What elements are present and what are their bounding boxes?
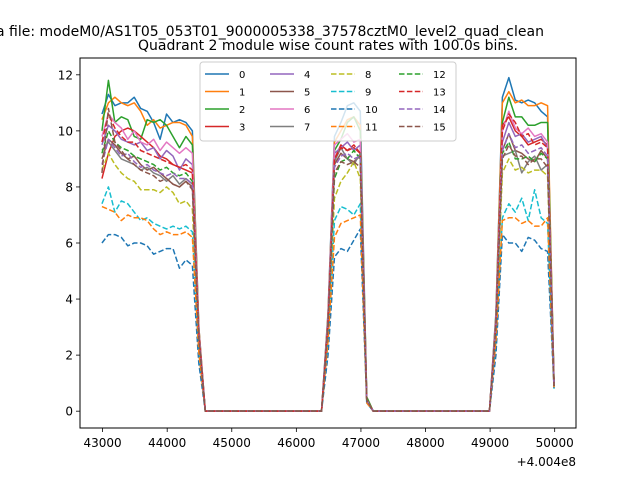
legend-label-12: 12 xyxy=(433,70,446,81)
legend-label-14: 14 xyxy=(433,105,446,116)
x-tick-label: 46000 xyxy=(277,436,315,450)
legend-label-4: 4 xyxy=(304,70,310,81)
x-offset-label: +4.004e8 xyxy=(517,455,576,469)
legend-label-15: 15 xyxy=(433,123,446,134)
x-tick-label: 47000 xyxy=(342,436,380,450)
legend-label-1: 1 xyxy=(239,88,245,99)
legend-label-5: 5 xyxy=(304,88,310,99)
x-tick-label: 49000 xyxy=(471,436,509,450)
x-tick-label: 43000 xyxy=(84,436,122,450)
legend-label-6: 6 xyxy=(304,105,310,116)
legend-label-11: 11 xyxy=(365,123,378,134)
x-tick-label: 48000 xyxy=(406,436,444,450)
legend-label-13: 13 xyxy=(433,88,446,99)
series-line-13 xyxy=(101,113,555,412)
legend-label-8: 8 xyxy=(365,70,371,81)
y-tick-label: 12 xyxy=(58,68,73,82)
y-tick-label: 10 xyxy=(58,124,73,138)
x-axis: 43000 44000 45000 46000 47000 48000 49000 50000 xyxy=(84,428,574,450)
series-line-15 xyxy=(101,107,555,412)
y-tick-label: 0 xyxy=(65,405,73,419)
figure-suptitle: a file: modeM0/AS1T05_053T01_9000005338_… xyxy=(0,24,544,40)
chart-title: Quadrant 2 module wise count rates with … xyxy=(138,38,518,54)
series-line-11 xyxy=(101,205,555,412)
legend-label-3: 3 xyxy=(239,123,245,134)
legend-label-0: 0 xyxy=(239,70,245,81)
plot-lines xyxy=(101,76,555,412)
x-tick-label: 44000 xyxy=(148,436,186,450)
legend-box xyxy=(199,61,457,142)
x-tick-label: 45000 xyxy=(213,436,251,450)
legend-label-9: 9 xyxy=(365,88,371,99)
x-tick-label: 50000 xyxy=(536,436,574,450)
y-tick-label: 8 xyxy=(65,180,73,194)
legend-label-10: 10 xyxy=(365,105,378,116)
y-axis: 0 2 4 6 8 10 12 xyxy=(58,68,80,419)
y-tick-label: 2 xyxy=(65,349,73,363)
y-tick-label: 6 xyxy=(65,237,73,251)
legend-label-7: 7 xyxy=(304,123,310,134)
y-tick-label: 4 xyxy=(65,293,73,307)
legend-label-2: 2 xyxy=(239,105,245,116)
